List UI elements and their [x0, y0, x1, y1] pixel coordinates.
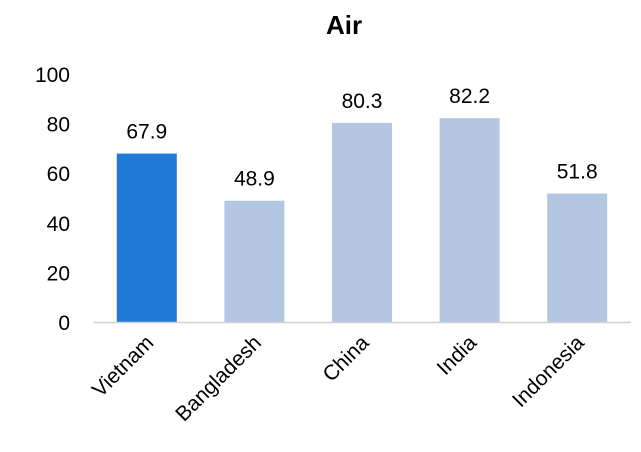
bar-china — [332, 122, 392, 322]
category-label: Indonesia — [508, 331, 589, 412]
y-axis: 0 20 40 60 80 100 — [35, 64, 70, 335]
bar-india — [439, 118, 500, 322]
y-tick-label: 20 — [47, 262, 70, 285]
data-label: 80.3 — [342, 90, 383, 113]
category-label: China — [318, 331, 373, 386]
data-label: 82.2 — [449, 85, 490, 108]
bar-bangladesh — [224, 200, 285, 322]
y-tick-label: 0 — [58, 312, 70, 335]
category-label: Bangladesh — [171, 331, 266, 426]
y-tick-label: 60 — [47, 163, 70, 186]
bars — [116, 118, 608, 322]
category-label: India — [433, 331, 482, 380]
data-label: 48.9 — [234, 168, 275, 191]
y-tick-label: 40 — [47, 213, 70, 236]
y-tick-label: 80 — [47, 114, 70, 137]
data-label: 51.8 — [557, 161, 598, 184]
chart-title: Air — [326, 10, 362, 40]
y-tick-label: 100 — [35, 64, 70, 87]
x-axis: Vietnam Bangladesh China India Indonesia — [88, 331, 589, 426]
bar-indonesia — [547, 193, 608, 322]
bar-vietnam — [116, 153, 177, 322]
data-label: 67.9 — [126, 121, 167, 144]
category-label: Vietnam — [88, 331, 158, 401]
data-labels: 67.9 48.9 80.3 82.2 51.8 — [126, 85, 597, 191]
